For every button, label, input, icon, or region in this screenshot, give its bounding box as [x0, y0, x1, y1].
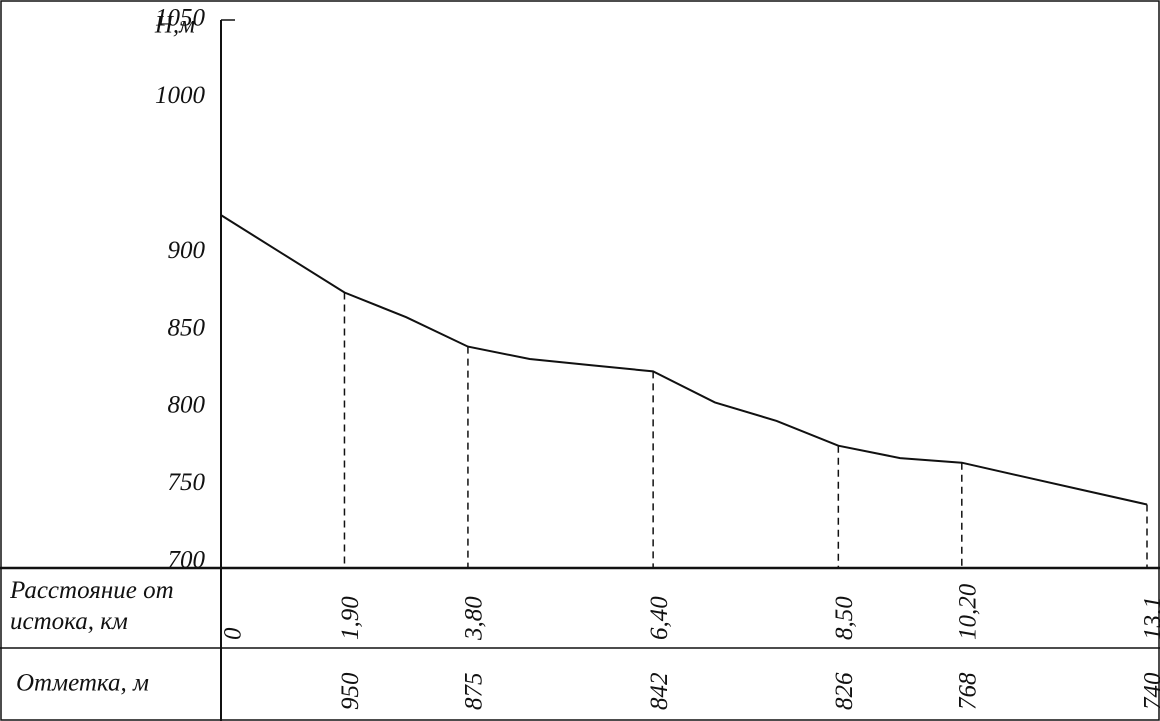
y-tick-label: 850: [168, 314, 206, 341]
y-tick-label: 800: [168, 392, 206, 419]
x-row-label-box: Расстояние от истока, км: [10, 577, 174, 635]
y-tick-label: 900: [168, 237, 206, 264]
elevation-label: 875: [461, 673, 488, 711]
elevation-row-label: Отметка, м: [16, 670, 149, 697]
elevation-label: 826: [831, 672, 858, 710]
elevation-label: 950: [337, 672, 364, 710]
x-tick-label: 0: [220, 627, 247, 640]
x-tick-label: 8,50: [831, 596, 858, 640]
x-tick-label: 13,1: [1140, 596, 1160, 640]
elevation-label: 740: [1140, 672, 1160, 710]
x-tick-label: 10,20: [955, 583, 982, 640]
x-tick-label: 6,40: [646, 596, 673, 640]
elevation-label: 768: [955, 672, 982, 710]
x-tick-label: 1,90: [337, 596, 364, 640]
y-axis-label: Н,м: [154, 12, 195, 39]
y-tick-label: 750: [168, 469, 206, 496]
x-tick-label: 3,80: [461, 596, 488, 641]
elevation-label: 842: [646, 673, 673, 711]
y-tick-label: 1000: [155, 82, 206, 109]
y-tick-label: 700: [168, 547, 206, 574]
y-tick-label: 1050: [155, 5, 206, 32]
profile-line: [220, 214, 1148, 506]
x-row-label: Расстояние от истока, км: [10, 577, 174, 635]
